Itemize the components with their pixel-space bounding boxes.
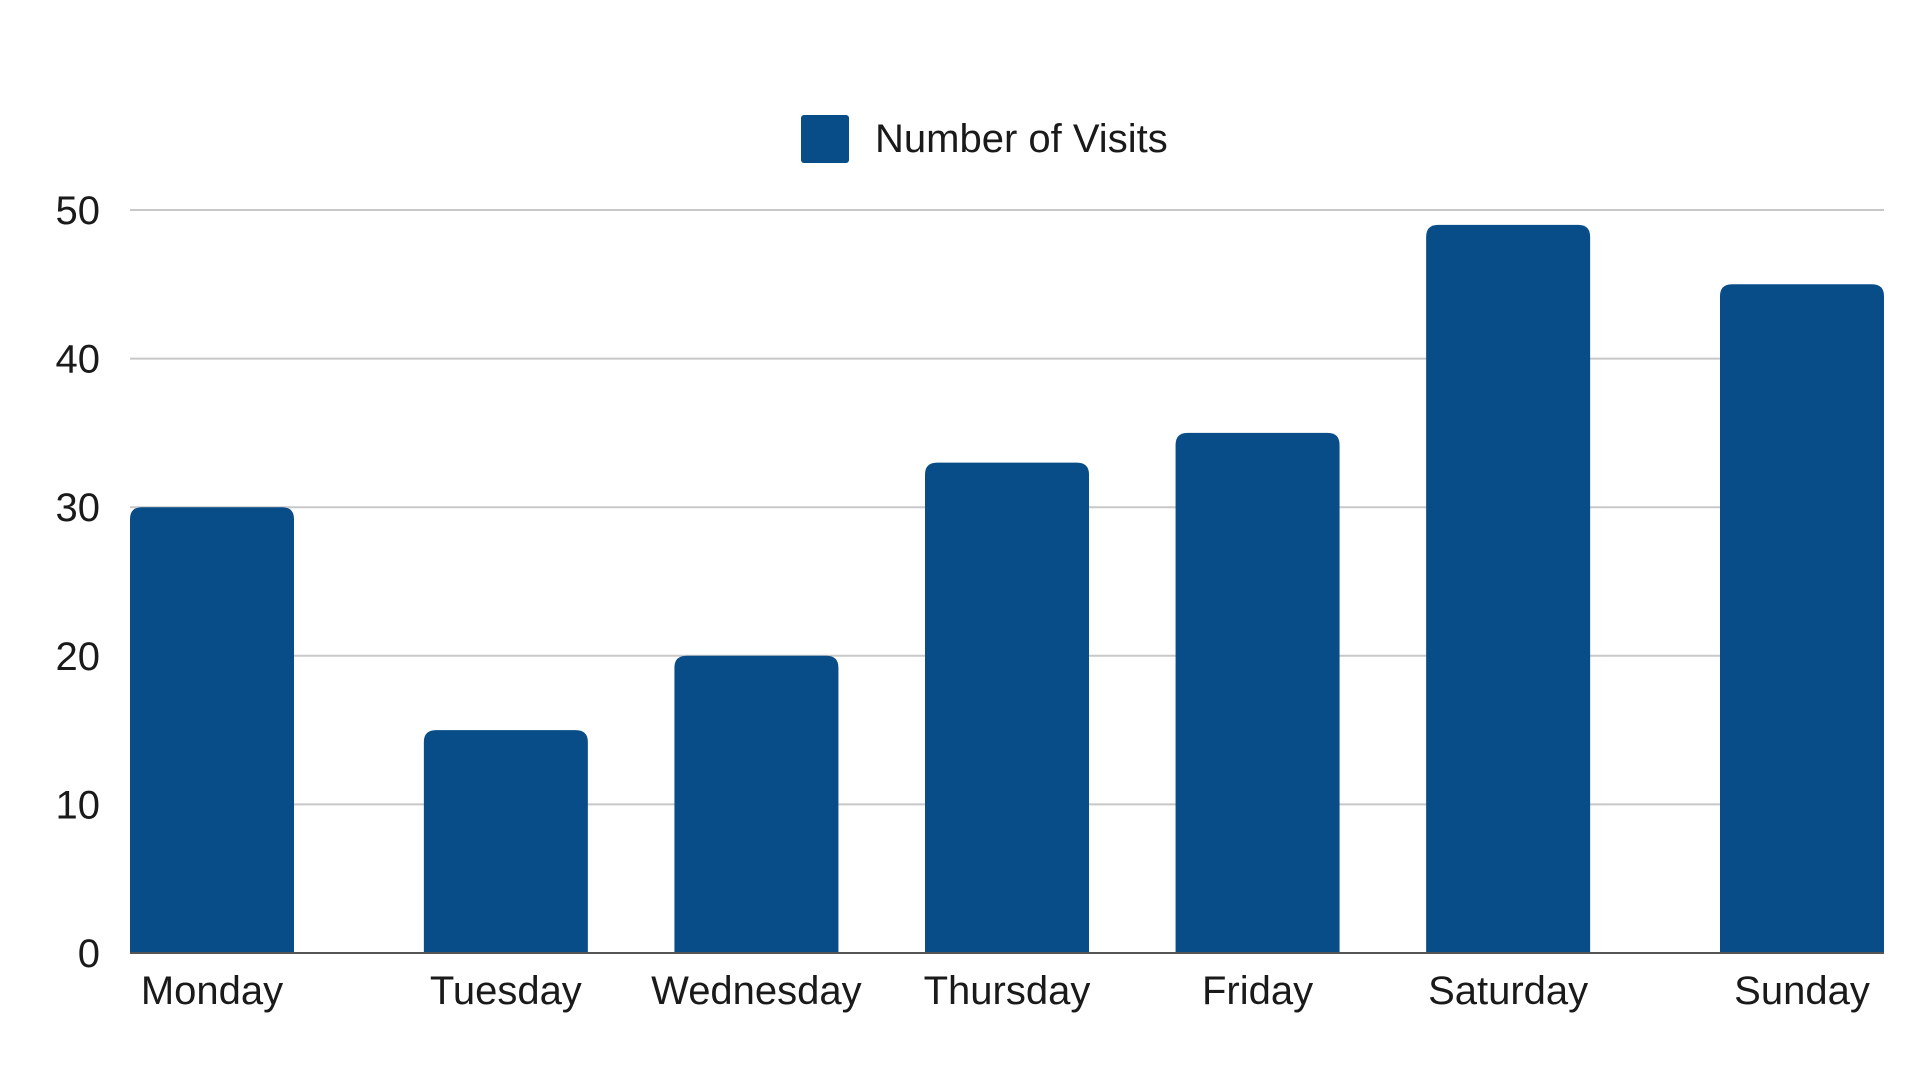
y-tick-label: 10 bbox=[56, 783, 101, 827]
y-tick-label: 40 bbox=[56, 338, 101, 382]
x-tick-label-thursday: Thursday bbox=[924, 969, 1091, 1013]
legend-swatch bbox=[801, 115, 849, 163]
bar-monday bbox=[130, 507, 294, 953]
bar-friday bbox=[1175, 432, 1340, 953]
bar-sunday bbox=[1720, 284, 1884, 953]
bar-wednesday bbox=[674, 655, 839, 953]
y-tick-label: 20 bbox=[56, 635, 101, 679]
x-tick-label-monday: Monday bbox=[141, 969, 283, 1013]
x-tick-label-friday: Friday bbox=[1202, 969, 1313, 1013]
chart-legend: Number of Visits bbox=[801, 115, 1168, 163]
x-tick-label-tuesday: Tuesday bbox=[430, 969, 582, 1013]
y-tick-label: 30 bbox=[56, 486, 101, 530]
y-axis-tick-labels: 0 10 20 30 40 50 bbox=[56, 189, 101, 976]
bar-thursday bbox=[925, 462, 1089, 953]
y-tick-label: 0 bbox=[78, 932, 100, 976]
y-tick-label: 50 bbox=[56, 189, 101, 233]
bar-saturday bbox=[1426, 224, 1591, 954]
x-tick-label-sunday: Sunday bbox=[1734, 969, 1870, 1013]
legend-label-number-of-visits: Number of Visits bbox=[875, 117, 1168, 161]
x-axis-category-labels: Monday Tuesday Wednesday Thursday Friday Satu… bbox=[141, 969, 1870, 1013]
x-tick-label-saturday: Saturday bbox=[1428, 969, 1588, 1013]
x-tick-label-wednesday: Wednesday bbox=[651, 969, 862, 1013]
bar-tuesday bbox=[423, 730, 588, 953]
bars bbox=[130, 224, 1884, 954]
